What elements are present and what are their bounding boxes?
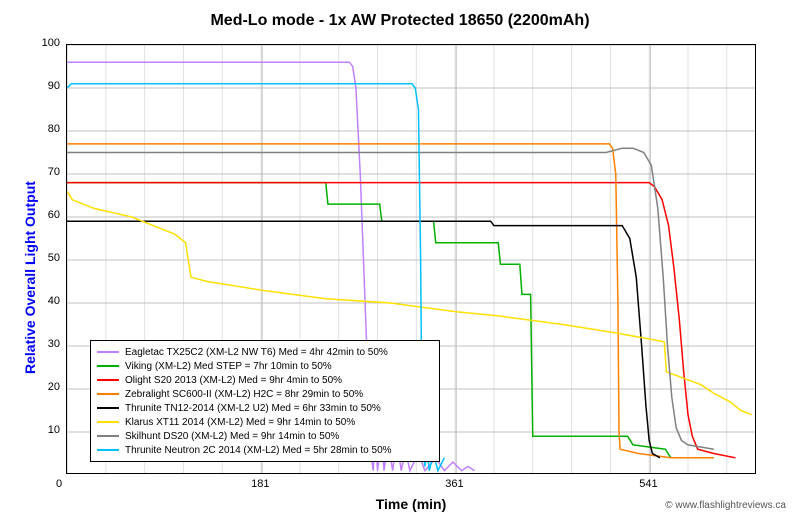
- y-tick-label: 80: [48, 123, 60, 135]
- x-tick-label: 181: [251, 478, 269, 490]
- y-tick-label: 50: [48, 252, 60, 264]
- x-tick-label: 361: [445, 478, 463, 490]
- legend-label: Viking (XM-L2) Med STEP = 7hr 10min to 5…: [125, 361, 332, 372]
- legend-item: Zebralight SC600-II (XM-L2) H2C = 8hr 29…: [97, 387, 433, 401]
- legend-label: Thrunite Neutron 2C 2014 (XM-L2) Med = 5…: [125, 445, 392, 456]
- y-axis-label: Relative Overall Light Output: [22, 181, 38, 374]
- y-tick-label: 100: [42, 37, 60, 49]
- legend-item: Klarus XT11 2014 (XM-L2) Med = 9hr 14min…: [97, 415, 433, 429]
- y-tick-label: 30: [48, 338, 60, 350]
- legend-box: Eagletac TX25C2 (XM-L2 NW T6) Med = 4hr …: [90, 340, 440, 462]
- legend-item: Eagletac TX25C2 (XM-L2 NW T6) Med = 4hr …: [97, 345, 433, 359]
- legend-swatch: [97, 365, 119, 367]
- y-tick-label: 70: [48, 166, 60, 178]
- x-axis-label: Time (min): [66, 496, 756, 512]
- chart-title: Med-Lo mode - 1x AW Protected 18650 (220…: [0, 12, 800, 30]
- copyright-text: © www.flashlightreviews.ca: [665, 500, 786, 511]
- legend-label: Olight S20 2013 (XM-L2) Med = 9hr 4min t…: [125, 375, 342, 386]
- x-tick-label: 541: [639, 478, 657, 490]
- legend-swatch: [97, 407, 119, 409]
- legend-swatch: [97, 379, 119, 381]
- legend-item: Thrunite Neutron 2C 2014 (XM-L2) Med = 5…: [97, 443, 433, 457]
- legend-swatch: [97, 435, 119, 437]
- chart-container: { "title": {"text":"Med-Lo mode - 1x AW …: [0, 0, 800, 525]
- legend-swatch: [97, 449, 119, 451]
- y-tick-label: 40: [48, 295, 60, 307]
- y-tick-label: 10: [48, 424, 60, 436]
- legend-label: Zebralight SC600-II (XM-L2) H2C = 8hr 29…: [125, 389, 363, 400]
- legend-label: Eagletac TX25C2 (XM-L2 NW T6) Med = 4hr …: [125, 347, 388, 358]
- legend-item: Viking (XM-L2) Med STEP = 7hr 10min to 5…: [97, 359, 433, 373]
- legend-label: Skilhunt DS20 (XM-L2) Med = 9hr 14min to…: [125, 431, 339, 442]
- y-tick-label: 20: [48, 381, 60, 393]
- legend-swatch: [97, 421, 119, 423]
- y-tick-label: 60: [48, 209, 60, 221]
- y-tick-label: 90: [48, 80, 60, 92]
- legend-swatch: [97, 393, 119, 395]
- x-tick-label: 0: [56, 478, 62, 490]
- legend-item: Thrunite TN12-2014 (XM-L2 U2) Med = 6hr …: [97, 401, 433, 415]
- legend-label: Thrunite TN12-2014 (XM-L2 U2) Med = 6hr …: [125, 403, 381, 414]
- legend-swatch: [97, 351, 119, 353]
- legend-item: Olight S20 2013 (XM-L2) Med = 9hr 4min t…: [97, 373, 433, 387]
- legend-label: Klarus XT11 2014 (XM-L2) Med = 9hr 14min…: [125, 417, 355, 428]
- legend-item: Skilhunt DS20 (XM-L2) Med = 9hr 14min to…: [97, 429, 433, 443]
